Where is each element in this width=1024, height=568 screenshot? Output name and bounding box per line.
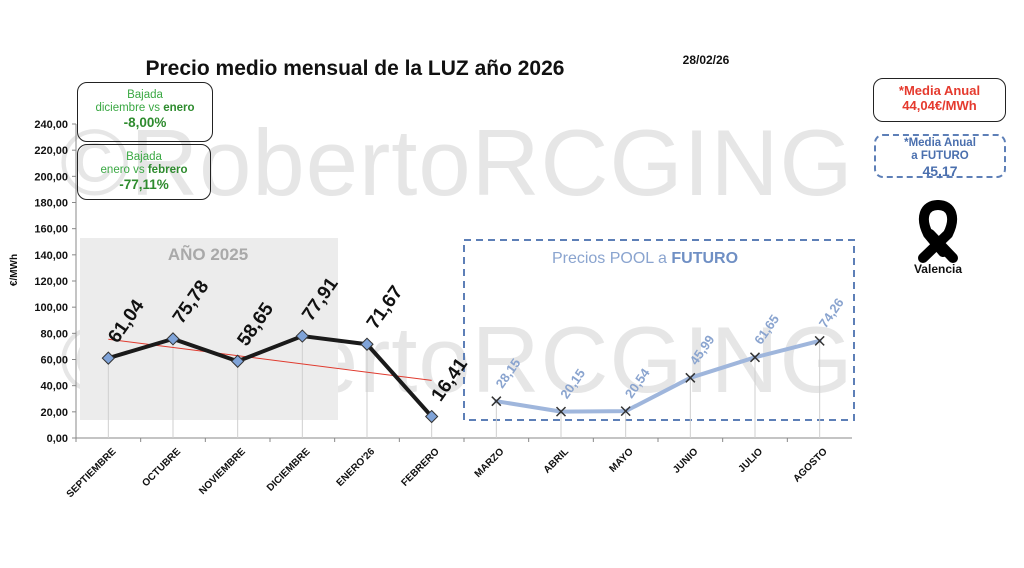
y-tick-label: 140,00	[34, 250, 68, 262]
valencia-label: Valencia	[913, 262, 963, 276]
futuro-label-bold: FUTURO	[671, 250, 738, 267]
x-tick-label: SEPTIEMBRE	[65, 446, 119, 500]
x-tick-label: NOVIEMBRE	[197, 446, 248, 497]
x-marker	[749, 352, 761, 363]
x-tick-label: OCTUBRE	[140, 446, 183, 489]
futuro-label: Precios POOL a FUTURO	[552, 250, 738, 267]
y-tick-label: 20,00	[40, 407, 68, 419]
x-tick-label: JUNIO	[671, 446, 701, 476]
y-tick-label: 80,00	[40, 328, 68, 340]
bajada-ene-feb-box: Bajada enero vs febrero -77,11%	[77, 144, 211, 200]
x-marker-stroke	[555, 406, 567, 417]
media-futuro-box: *Media Anual a FUTURO 45,17	[874, 134, 1006, 180]
chart-title: Precio medio mensual de la LUZ año 2026	[146, 57, 565, 80]
bajada-dic-ene-value: -8,00%	[123, 115, 167, 131]
y-tick-label: 200,00	[34, 171, 68, 183]
x-marker-stroke	[620, 406, 631, 417]
bajada-ene-feb-line1: Bajada	[126, 151, 162, 163]
y-tick-label: 0,00	[47, 433, 68, 445]
media-anual-box: *Media Anual 44,04€/MWh	[873, 78, 1006, 122]
x-tick-label: AGOSTO	[791, 446, 829, 484]
y-axis-label: €/MWh	[9, 254, 20, 286]
bajada-ene-feb-prefix: enero vs	[100, 164, 148, 177]
x-marker	[685, 372, 696, 383]
diamond-marker	[101, 351, 116, 365]
drop-line-group	[107, 336, 821, 438]
bajada-ene-feb-bold: febrero	[147, 164, 188, 177]
bajada-dic-ene-bold: enero	[163, 102, 195, 115]
x-marker-stroke	[685, 372, 696, 383]
series-line-group	[106, 334, 822, 419]
x-marker	[620, 406, 631, 417]
y-tick-label: 220,00	[34, 145, 68, 157]
historical-price-line	[106, 334, 434, 419]
y-tick-label: 180,00	[34, 198, 68, 210]
trendline-group	[108, 338, 432, 381]
y-tick-label: 240,00	[34, 119, 68, 131]
x-tick-label: DICIEMBRE	[265, 446, 313, 494]
media-futuro-sublabel: a FUTURO	[911, 150, 969, 163]
x-tick-label: MARZO	[473, 446, 507, 480]
chart-date: 28/02/26	[683, 53, 730, 67]
year-2025-label: AÑO 2025	[168, 244, 248, 264]
bajada-ene-feb-line2: enero vs febrero	[78, 164, 210, 177]
bajada-dic-ene-line2: diciembre vs enero	[78, 102, 212, 115]
bajada-dic-ene-line1: Bajada	[127, 89, 163, 101]
x-tick-label: MAYO	[607, 446, 635, 474]
x-tick-label: ENERO'26	[335, 446, 378, 489]
x-marker-stroke	[749, 352, 761, 363]
marker-group	[101, 329, 825, 424]
diamond-marker	[230, 354, 245, 368]
media-anual-label: *Media Anual	[898, 83, 981, 98]
x-tick-label: ABRIL	[542, 446, 571, 475]
x-marker	[491, 396, 502, 407]
y-tick-label: 100,00	[34, 302, 68, 314]
x-marker	[555, 406, 567, 417]
year-2025-region	[80, 238, 338, 420]
bajada-dic-ene-box: Bajada diciembre vs enero -8,00%	[77, 82, 213, 142]
x-tick-label: FEBRERO	[399, 446, 442, 489]
y-tick-label: 120,00	[34, 276, 68, 288]
media-futuro-label: *Media Anual	[904, 137, 976, 149]
x-marker-stroke	[491, 396, 502, 407]
y-tick-label: 160,00	[34, 224, 68, 236]
future-price-line	[494, 338, 822, 414]
y-tick-group: 0,00 20,00 40,00 60,00 80,00 100,00 120,00 140,…	[34, 119, 76, 445]
x-marker-stroke	[814, 335, 825, 346]
black-ribbon-icon	[918, 200, 958, 263]
futuro-label-prefix: Precios POOL a	[552, 250, 671, 267]
x-tick-label: JULIO	[737, 446, 766, 475]
diamond-marker	[424, 409, 439, 424]
x-marker	[814, 335, 825, 346]
trendline	[108, 338, 432, 381]
media-futuro-value: 45,17	[922, 163, 958, 180]
diamond-marker	[295, 329, 310, 343]
y-tick-label: 40,00	[40, 381, 68, 393]
bajada-ene-feb-value: -77,11%	[119, 177, 169, 193]
y-tick-label: 60,00	[40, 355, 68, 367]
diamond-marker	[360, 337, 374, 351]
diamond-marker	[166, 332, 180, 346]
bajada-dic-ene-prefix: diciembre vs	[95, 102, 164, 115]
x-tick-group: SEPTIEMBRE OCTUBRE NOVIEMBRE DICIEMBRE ENERO…	[65, 438, 830, 500]
media-anual-value: 44,04€/MWh	[902, 97, 977, 113]
futuro-region	[463, 239, 855, 421]
watermark-text: ©RobertoRCGING	[60, 110, 854, 215]
